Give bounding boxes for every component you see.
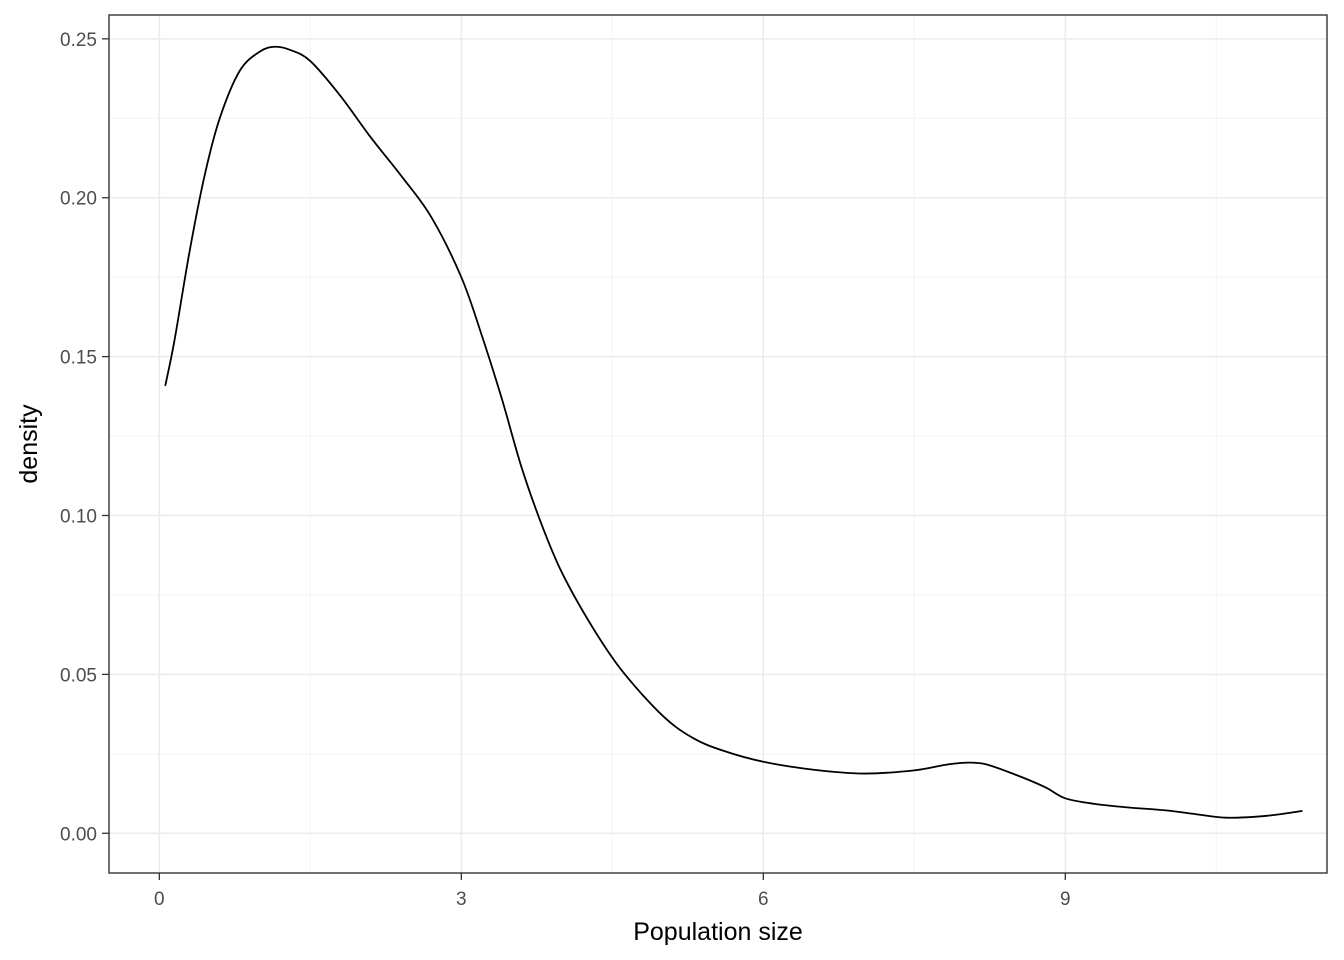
- x-tick-label: 6: [758, 889, 769, 910]
- y-tick-label: 0.05: [60, 665, 97, 686]
- x-tick-label: 0: [154, 889, 165, 910]
- x-tick-label: 3: [456, 889, 467, 910]
- x-tick-label: 9: [1060, 889, 1071, 910]
- y-tick-label: 0.10: [60, 507, 97, 528]
- y-tick-label: 0.00: [60, 824, 97, 845]
- y-tick-label: 0.15: [60, 348, 97, 369]
- x-axis-title: Population size: [633, 918, 803, 946]
- y-tick-label: 0.25: [60, 30, 97, 51]
- y-tick-label: 0.20: [60, 189, 97, 210]
- y-axis: 0.00 0.05 0.10 0.15 0.20 0.25: [60, 30, 109, 845]
- x-axis: 0 3 6 9: [154, 873, 1071, 910]
- panel-background: [109, 15, 1327, 873]
- y-axis-title: density: [15, 404, 43, 484]
